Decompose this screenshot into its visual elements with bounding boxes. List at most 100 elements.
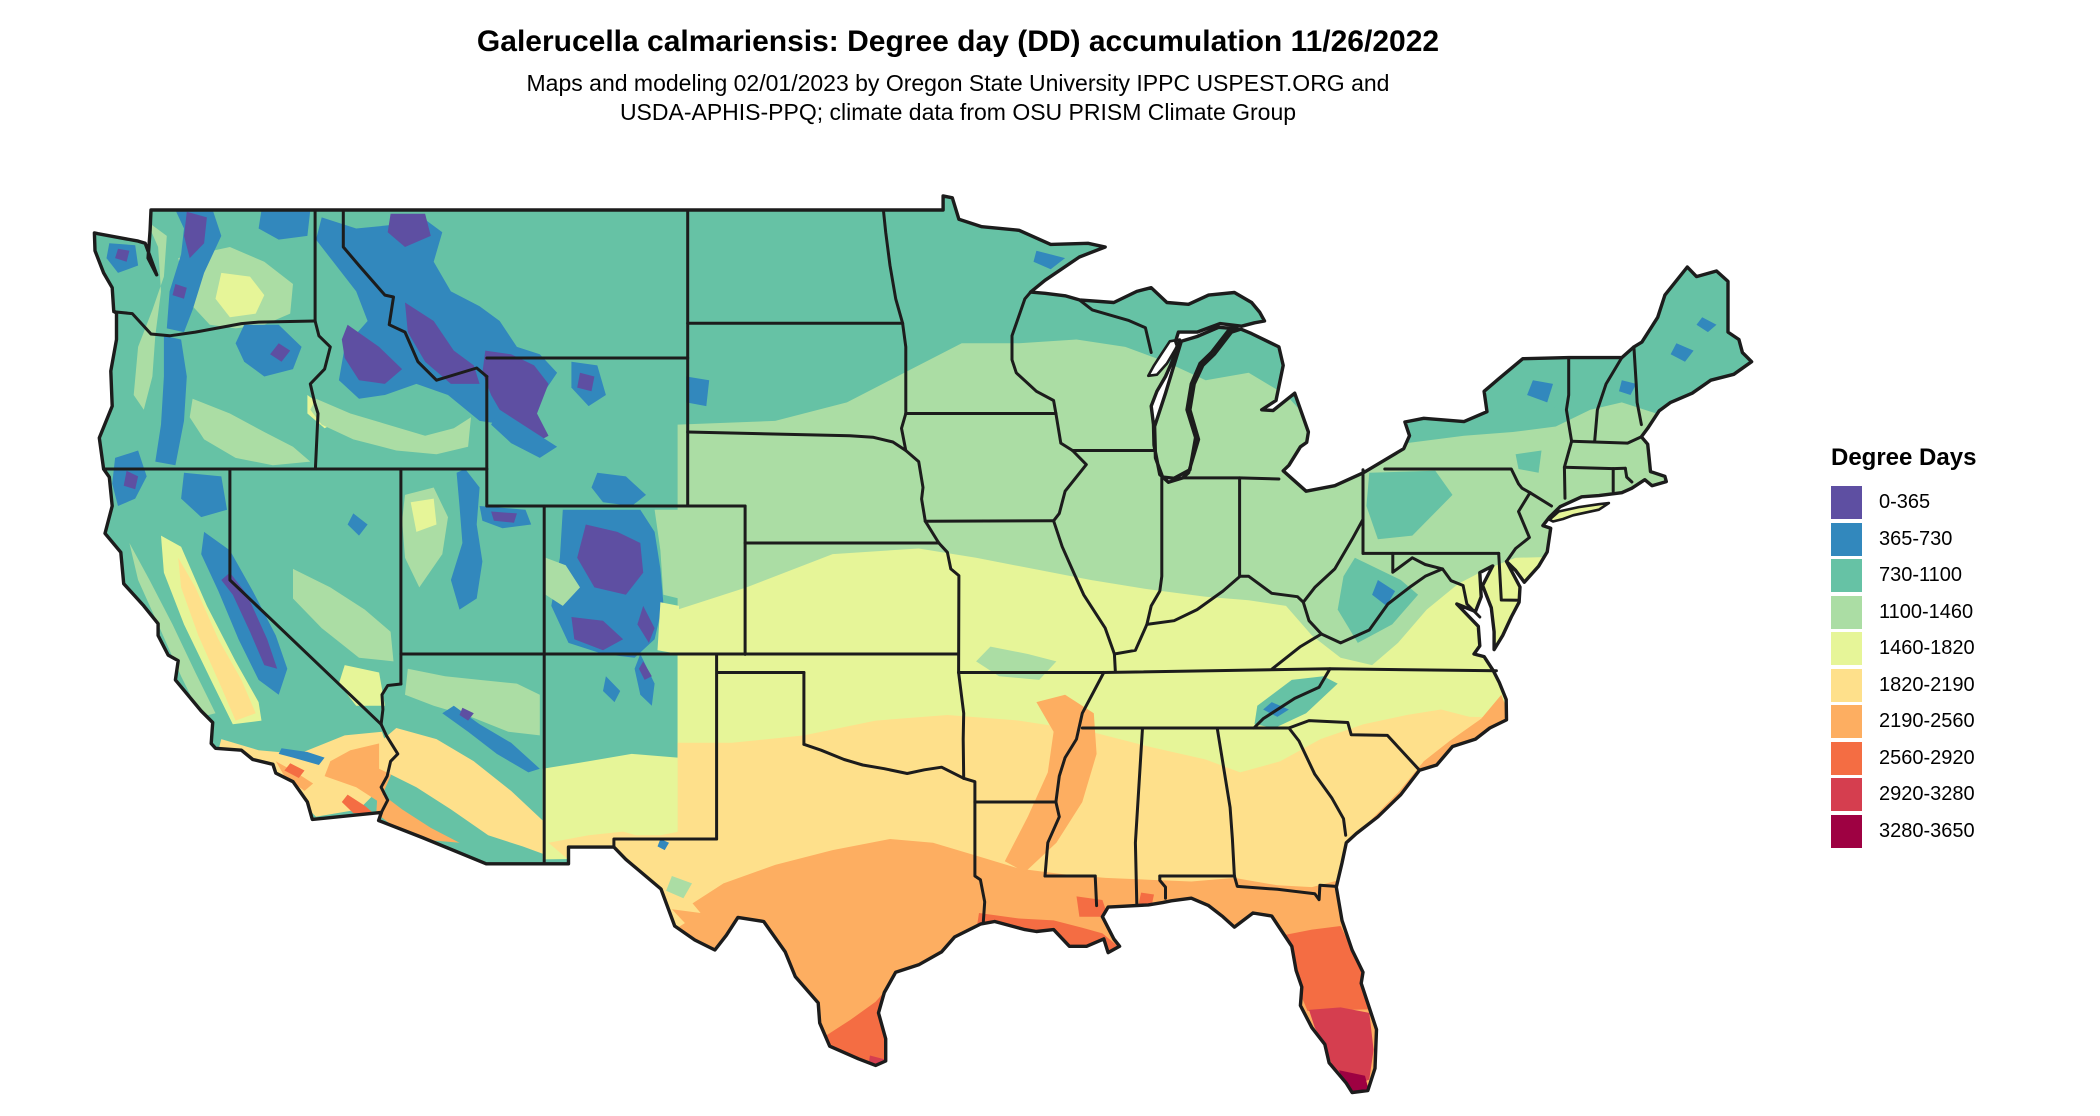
dd-zone-class-5 — [379, 728, 543, 854]
legend-label: 0-365 — [1879, 491, 1931, 513]
dd-zone-class-5 — [611, 831, 701, 928]
dd-zone-class-2 — [1515, 450, 1542, 473]
dd-zone-class-0 — [123, 470, 139, 490]
legend-item: 2920-3280 — [1831, 778, 1976, 811]
legend-label: 1820-2190 — [1879, 673, 1975, 696]
dd-zone-class-7 — [1076, 896, 1109, 917]
legend-label: 730-1100 — [1879, 564, 1963, 586]
dd-zone-class-8 — [1309, 1007, 1374, 1087]
legend-swatch — [1831, 778, 1862, 811]
dd-zone-class-1 — [258, 210, 311, 240]
legend-swatch — [1831, 522, 1862, 556]
legend-label: 1100-1460 — [1879, 600, 1974, 623]
dd-zone-class-1 — [1033, 250, 1066, 270]
dd-zone-class-6 — [324, 742, 397, 802]
dd-zone-class-1 — [442, 705, 540, 773]
dd-zone-class-3 — [189, 398, 311, 466]
dd-zone-class-1 — [1670, 343, 1694, 362]
dd-zone-class-3 — [133, 221, 167, 410]
legend-swatch — [1831, 814, 1862, 848]
dd-zone-class-1 — [1696, 317, 1717, 333]
dd-zone-class-4 — [215, 272, 265, 318]
legend-item: 2190-2560 — [1831, 705, 1976, 738]
legend-label: 1460-1820 — [1879, 637, 1975, 659]
dd-zone-class-3 — [129, 543, 216, 717]
state-borders — [102, 208, 1643, 924]
dd-zone-class-0 — [571, 617, 624, 651]
legend-label: 2190-2560 — [1879, 710, 1975, 732]
dd-zone-class-6 — [677, 839, 1752, 1093]
dd-zone-class-4 — [410, 498, 437, 532]
dd-zone-class-1 — [491, 409, 558, 458]
dd-zone-class-4 — [657, 602, 679, 654]
dd-zone-class-1 — [347, 513, 368, 536]
dd-zone-class-0 — [270, 343, 291, 362]
long-island — [1548, 501, 1611, 523]
dd-zone-class-0 — [387, 213, 431, 247]
dd-zone-class-0 — [638, 661, 652, 680]
dd-zone-class-3 — [293, 568, 394, 662]
dd-zone-class-0 — [341, 324, 403, 384]
dd-zone-class-6 — [671, 909, 733, 943]
dd-zone-class-1 — [603, 676, 621, 703]
legend-swatch — [1831, 595, 1862, 629]
legend-swatch — [1831, 668, 1862, 702]
dd-zone-class-0 — [172, 284, 187, 299]
dd-zone-class-7 — [284, 763, 305, 778]
dd-zone-class-7 — [341, 794, 374, 814]
map-subtitle-line1: Maps and modeling 02/01/2023 by Oregon S… — [526, 70, 1390, 96]
dd-zone-class-6 — [376, 790, 460, 843]
dd-zone-class-2 — [1366, 470, 1453, 540]
map-header: Galerucella calmariensis: Degree day (DD… — [0, 24, 1916, 127]
dd-zone-class-0 — [459, 707, 474, 721]
legend-title: Degree Days — [1831, 444, 1977, 471]
dd-zone-class-1 — [1372, 580, 1396, 606]
dd-zone-class-0 — [405, 302, 480, 384]
legend-label: 2920-3280 — [1879, 783, 1975, 805]
legend-item: 365-730 — [1831, 522, 1976, 556]
legend-item: 0-365 — [1831, 486, 1976, 519]
map-title: Galerucella calmariensis: Degree day (DD… — [476, 25, 1440, 58]
dd-zone-class-1 — [278, 748, 325, 765]
dd-zone-class-3 — [545, 557, 580, 606]
dd-zone-class-1 — [450, 469, 483, 610]
dd-zone-class-1 — [686, 376, 710, 407]
legend-item: 1820-2190 — [1831, 668, 1976, 702]
dd-zone-class-3 — [654, 509, 679, 599]
us-outline — [92, 194, 1754, 1095]
legend-swatch — [1831, 741, 1862, 775]
legend-item: 2560-2920 — [1831, 741, 1976, 775]
dd-zone-class-0 — [184, 211, 207, 259]
map-subtitle-line2: USDA-APHIS-PPQ; climate data from OSU PR… — [619, 99, 1297, 125]
legend-item: 1460-1820 — [1831, 632, 1976, 665]
dd-zone-class-0 — [482, 350, 549, 447]
dd-zone-class-1 — [235, 324, 302, 377]
dd-zone-class-3 — [405, 668, 540, 736]
dd-zone-class-1 — [155, 335, 187, 466]
legend-swatch — [1831, 486, 1862, 519]
map-subtitle: Maps and modeling 02/01/2023 by Oregon S… — [0, 69, 1916, 127]
dd-zone-class-1 — [1527, 380, 1553, 403]
legend-item: 1100-1460 — [1831, 595, 1976, 629]
dd-zone-class-0 — [115, 248, 130, 262]
dd-zone-class-0 — [577, 524, 644, 595]
dd-zone-class-4 — [542, 753, 678, 860]
dd-zone-class-0 — [491, 511, 517, 523]
legend-label: 3280-3650 — [1879, 819, 1975, 842]
dd-zone-class-1 — [657, 839, 669, 851]
legend: Degree Days 0-365 365-730 730-1100 1100-146… — [1831, 444, 1976, 851]
dd-zone-class-5 — [178, 557, 256, 721]
dd-zone-class-3 — [666, 876, 692, 899]
dd-zone-class-0 — [637, 605, 655, 643]
dd-zone-class-1 — [181, 472, 227, 518]
legend-swatch — [1831, 632, 1862, 665]
legend-item: 730-1100 — [1831, 559, 1976, 592]
dd-zone-class-3 — [310, 398, 471, 455]
dd-zone-class-6 — [275, 761, 314, 791]
legend-swatch — [1831, 559, 1862, 592]
dd-zone-class-1 — [166, 210, 222, 333]
legend-items: 0-365 365-730 730-1100 1100-1460 1460-1820 18… — [1831, 486, 1976, 848]
legend-swatch — [1831, 705, 1862, 738]
